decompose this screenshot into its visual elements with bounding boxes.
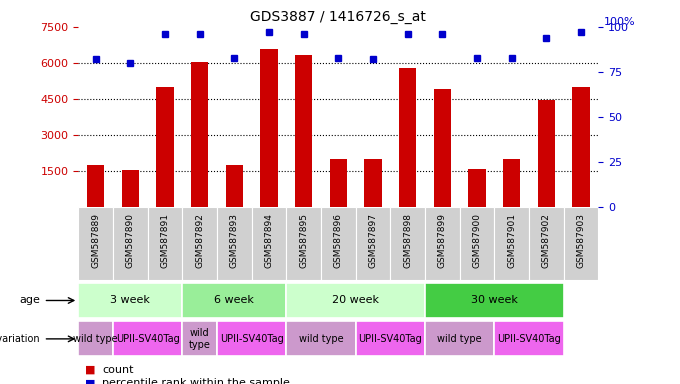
Bar: [182, 207, 217, 280]
Text: wild type: wild type: [299, 334, 343, 344]
Text: 30 week: 30 week: [471, 295, 517, 306]
Bar: [295, 55, 312, 207]
Text: ■: ■: [85, 378, 95, 384]
Bar: [425, 207, 460, 280]
Bar: [226, 165, 243, 207]
Text: GSM587893: GSM587893: [230, 213, 239, 268]
Text: UPII-SV40Tag: UPII-SV40Tag: [358, 334, 422, 344]
Text: GSM587895: GSM587895: [299, 213, 308, 268]
Text: UPII-SV40Tag: UPII-SV40Tag: [497, 334, 561, 344]
Text: 3 week: 3 week: [110, 295, 150, 306]
Text: 100%: 100%: [604, 17, 635, 27]
Bar: [217, 207, 252, 280]
Text: UPII-SV40Tag: UPII-SV40Tag: [116, 334, 180, 344]
Bar: [425, 283, 564, 318]
Bar: [78, 207, 113, 280]
Text: GSM587901: GSM587901: [507, 213, 516, 268]
Text: wild
type: wild type: [188, 328, 211, 350]
Text: wild type: wild type: [437, 334, 482, 344]
Title: GDS3887 / 1416726_s_at: GDS3887 / 1416726_s_at: [250, 10, 426, 25]
Bar: [78, 283, 182, 318]
Bar: [113, 321, 182, 356]
Text: GSM587896: GSM587896: [334, 213, 343, 268]
Text: GSM587890: GSM587890: [126, 213, 135, 268]
Bar: [564, 207, 598, 280]
Text: 20 week: 20 week: [332, 295, 379, 306]
Text: GSM587902: GSM587902: [542, 213, 551, 268]
Text: wild type: wild type: [73, 334, 118, 344]
Text: GSM587900: GSM587900: [473, 213, 481, 268]
Bar: [252, 207, 286, 280]
Bar: [217, 321, 286, 356]
Bar: [460, 207, 494, 280]
Bar: [122, 170, 139, 207]
Text: 6 week: 6 week: [214, 295, 254, 306]
Bar: [529, 207, 564, 280]
Bar: [538, 100, 555, 207]
Text: GSM587891: GSM587891: [160, 213, 169, 268]
Bar: [434, 89, 451, 207]
Text: GSM587892: GSM587892: [195, 213, 204, 268]
Bar: [182, 321, 217, 356]
Bar: [494, 321, 564, 356]
Bar: [494, 207, 529, 280]
Bar: [87, 165, 104, 207]
Bar: [503, 159, 520, 207]
Text: GSM587897: GSM587897: [369, 213, 377, 268]
Bar: [78, 321, 113, 356]
Text: age: age: [19, 295, 40, 306]
Bar: [191, 62, 208, 207]
Bar: [286, 321, 356, 356]
Bar: [356, 207, 390, 280]
Bar: [148, 207, 182, 280]
Text: genotype/variation: genotype/variation: [0, 334, 40, 344]
Bar: [156, 87, 173, 207]
Bar: [390, 207, 425, 280]
Text: ■: ■: [85, 365, 95, 375]
Text: GSM587894: GSM587894: [265, 213, 273, 268]
Bar: [286, 207, 321, 280]
Bar: [364, 159, 381, 207]
Bar: [113, 207, 148, 280]
Text: GSM587899: GSM587899: [438, 213, 447, 268]
Bar: [182, 283, 286, 318]
Text: GSM587903: GSM587903: [577, 213, 585, 268]
Text: GSM587889: GSM587889: [91, 213, 100, 268]
Text: UPII-SV40Tag: UPII-SV40Tag: [220, 334, 284, 344]
Text: GSM587898: GSM587898: [403, 213, 412, 268]
Bar: [286, 283, 425, 318]
Bar: [399, 68, 416, 207]
Bar: [425, 321, 494, 356]
Bar: [321, 207, 356, 280]
Text: percentile rank within the sample: percentile rank within the sample: [102, 378, 290, 384]
Text: count: count: [102, 365, 133, 375]
Bar: [356, 321, 425, 356]
Bar: [330, 159, 347, 207]
Bar: [469, 169, 486, 207]
Bar: [260, 48, 277, 207]
Bar: [573, 87, 590, 207]
